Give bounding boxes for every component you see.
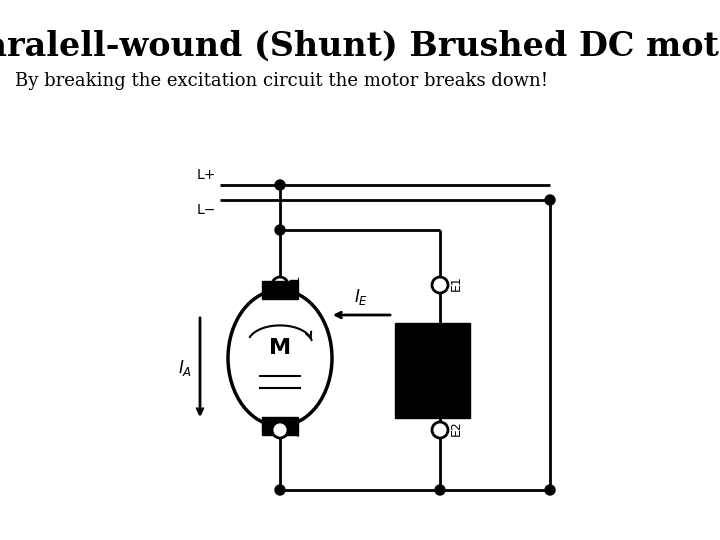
Circle shape [275, 180, 285, 190]
Bar [262, 281, 298, 299]
Text: E2: E2 [450, 420, 463, 436]
Text: A2: A2 [290, 420, 303, 436]
Text: M: M [269, 338, 291, 358]
Circle shape [432, 277, 448, 293]
Text: L+: L+ [197, 168, 216, 182]
Bar [395, 323, 470, 418]
Bar [262, 417, 298, 435]
Circle shape [275, 225, 285, 235]
Circle shape [435, 485, 445, 495]
Circle shape [545, 485, 555, 495]
Text: Paralell-wound (Shunt) Brushed DC motor: Paralell-wound (Shunt) Brushed DC motor [0, 30, 720, 63]
Text: By breaking the excitation circuit the motor breaks down!: By breaking the excitation circuit the m… [15, 72, 548, 90]
Text: A1: A1 [290, 275, 303, 292]
Text: L−: L− [197, 203, 216, 217]
Circle shape [272, 422, 288, 438]
Circle shape [545, 195, 555, 205]
Text: E1: E1 [450, 275, 463, 291]
Circle shape [275, 485, 285, 495]
Text: $I_E$: $I_E$ [354, 287, 369, 307]
Circle shape [432, 422, 448, 438]
Circle shape [272, 277, 288, 293]
Text: $I_A$: $I_A$ [178, 357, 192, 377]
Ellipse shape [228, 290, 332, 426]
